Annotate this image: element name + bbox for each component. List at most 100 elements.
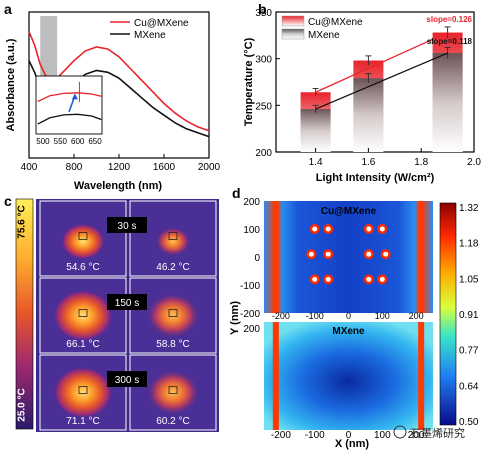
- hot-spot: [146, 369, 200, 416]
- bar-mxene: [300, 109, 331, 152]
- edge-band: [418, 322, 425, 430]
- field-maps-d: Cu@MXene MXene: [264, 201, 433, 430]
- colorbar-tick-label-d: 0.50: [459, 417, 479, 428]
- particle-core: [383, 251, 389, 257]
- x-tick-label-a: 800: [66, 162, 83, 173]
- panel-a: a 400 800 1200 1600 2000 Wavelength (nm) Abs…: [4, 1, 221, 192]
- measure-box: [168, 232, 178, 240]
- field-map-bottom: [264, 322, 433, 430]
- watermark-text: 石墨烯研究: [410, 426, 465, 440]
- colorbar-tick-label-d: 0.91: [459, 310, 479, 321]
- time-label: 300 s: [115, 375, 139, 386]
- particle-core: [379, 226, 385, 232]
- x-axis-label-a: Wavelength (nm): [74, 180, 163, 192]
- particle-core: [366, 251, 372, 257]
- panel-c: c 75.6 °C 25.0 °C Cu@MXeneMXene54.6 °C46…: [4, 193, 219, 432]
- axes-a: 400 800 1200 1600 2000: [21, 154, 221, 173]
- x-tick-label-a: 1600: [153, 162, 176, 173]
- map-title-top: Cu@MXene: [321, 206, 377, 217]
- bar-mxene: [353, 78, 384, 152]
- x-tick-label-d-mid: 100: [375, 311, 390, 321]
- time-badge: [107, 371, 147, 387]
- particle-core: [325, 251, 331, 257]
- x-tick-label-d-mid: 200: [409, 311, 424, 321]
- arrow-head-icon: [71, 93, 78, 100]
- y-tick-label-d: -100: [240, 281, 260, 292]
- inset-line-cu-mxene: [37, 92, 102, 103]
- legend-label-b: Cu@MXene: [308, 17, 363, 28]
- particle-core: [325, 276, 331, 282]
- time-label: 30 s: [118, 221, 137, 232]
- x-tick-label-b: 2.0: [467, 157, 481, 168]
- inset-line-mxene: [37, 113, 102, 125]
- highlight-band: [40, 16, 58, 78]
- y-tick-label-d: 0: [254, 253, 260, 264]
- temperature-label: 46.2 °C: [156, 262, 189, 273]
- edge-band: [272, 322, 279, 430]
- x-tick-label-d: 200: [408, 430, 425, 441]
- colorbar-tick-label-d: 1.32: [459, 203, 479, 214]
- temperature-label: 71.1 °C: [66, 416, 99, 427]
- temperature-label: 58.8 °C: [156, 339, 189, 350]
- temperature-label: 54.6 °C: [66, 262, 99, 273]
- fit-line-mxene: [315, 52, 448, 110]
- edge-band: [418, 201, 425, 313]
- particle-core: [312, 226, 318, 232]
- colorbar-c: [15, 198, 34, 430]
- wechat-icon: [393, 425, 407, 439]
- slope-label: slope=0.126: [426, 15, 472, 24]
- legend-b: Cu@MXene MXene: [281, 15, 363, 41]
- y-axis-label-b: Temperature (°C): [243, 37, 255, 126]
- x-tick-label-d: 100: [374, 430, 391, 441]
- panel-b: b slope=0.126 slope=0.118 200 250 300 350 1.4…: [243, 1, 481, 184]
- y-tick-label-b: 300: [255, 55, 272, 66]
- y-axis-label-d: Y (nm): [229, 301, 241, 335]
- y-tick-label-d: 200: [243, 197, 260, 208]
- field-map-top: [264, 201, 433, 313]
- colorbar-tick-label-d: 1.18: [459, 239, 479, 250]
- time-badge: [107, 217, 147, 233]
- y-tick-label-b: 200: [255, 148, 272, 159]
- y-tick-label-d: 200: [243, 324, 260, 335]
- edge-band: [272, 201, 279, 313]
- x-axis-label-d: X (nm): [335, 438, 370, 450]
- panel-letter-c: c: [4, 193, 12, 209]
- temperature-label: 60.2 °C: [156, 416, 189, 427]
- x-tick-label-b: 1.4: [309, 157, 323, 168]
- particle-core: [366, 226, 372, 232]
- legend-label-b: MXene: [308, 30, 340, 41]
- x-tick-label-d: 0: [346, 430, 352, 441]
- y-tick-label-d: 100: [243, 225, 260, 236]
- colorbar-d: [439, 202, 457, 426]
- particle-core: [325, 226, 331, 232]
- x-tick-label-b: 1.6: [361, 157, 375, 168]
- colorbar-tick-label-d: 1.05: [459, 274, 479, 285]
- x-tick-label-a: 400: [21, 162, 38, 173]
- hot-spot: [146, 292, 200, 339]
- map-title-bottom: MXene: [332, 326, 365, 337]
- particle-core: [379, 276, 385, 282]
- colorbar-tick-label-d: 0.64: [459, 381, 479, 392]
- panel-letter-b: b: [258, 1, 267, 17]
- legend-swatch-b: [281, 28, 305, 40]
- bar-mxene: [432, 53, 463, 152]
- x-tick-label-d-mid: 0: [346, 311, 351, 321]
- inset-tick-label: 550: [54, 137, 68, 146]
- panel-letter-a: a: [4, 1, 12, 17]
- y-tick-label-b: 350: [255, 8, 272, 19]
- measure-box: [168, 386, 178, 394]
- x-tick-label-d-mid: -100: [306, 311, 324, 321]
- hot-spot: [61, 223, 105, 260]
- thermal-cells-c: Cu@MXeneMXene54.6 °C46.2 °C30 s66.1 °C58…: [39, 200, 217, 431]
- x-tick-label-d: -100: [305, 430, 325, 441]
- hot-spot: [53, 289, 113, 342]
- fit-line-cu-mxene: [315, 31, 448, 93]
- particle-core: [312, 276, 318, 282]
- colorbar-max-c: 75.6 °C: [17, 205, 28, 238]
- hot-spot: [155, 226, 191, 257]
- legend-label-a: Cu@MXene: [134, 18, 189, 29]
- x-tick-label-d: -200: [271, 430, 291, 441]
